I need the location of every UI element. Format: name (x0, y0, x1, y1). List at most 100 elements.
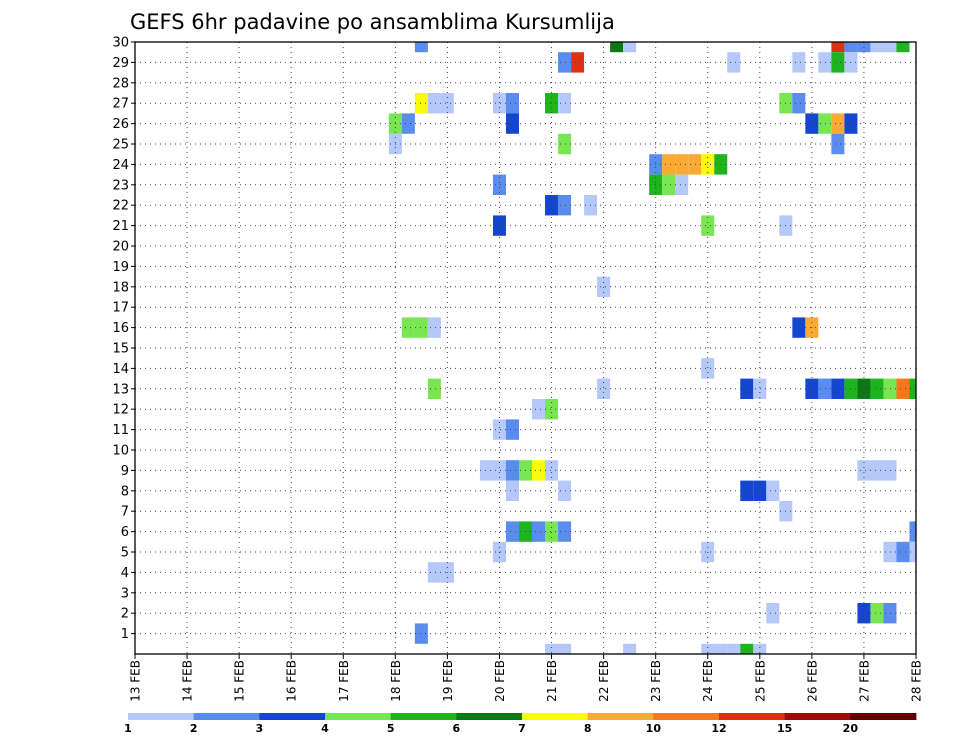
colorbar-label: 3 (256, 722, 264, 735)
heatmap-cell (909, 378, 916, 399)
heatmap-cell (558, 195, 572, 216)
heatmap-cell (545, 93, 559, 114)
y-tick-label: 5 (121, 546, 129, 561)
heatmap-cell (870, 378, 884, 399)
heatmap-cell (896, 42, 910, 53)
y-tick-label: 30 (112, 36, 129, 51)
heatmap-cell (857, 378, 871, 399)
colorbar-swatch (784, 713, 851, 720)
heatmap-cell (558, 52, 572, 73)
heatmap-cell (896, 541, 910, 563)
x-tick-label: 24 FEB (701, 660, 715, 702)
heatmap-cell (532, 521, 546, 542)
x-tick-label: 13 FEB (129, 660, 143, 702)
heatmap-cell (818, 52, 832, 73)
heatmap-cell (727, 52, 741, 73)
heatmap-cell (545, 643, 559, 654)
colorbar-label: 7 (518, 722, 526, 735)
colorbar-swatch (193, 713, 260, 720)
heatmap-cell (505, 460, 519, 481)
colorbar-label: 5 (387, 722, 395, 735)
heatmap-cell (662, 154, 676, 175)
heatmap-cell (414, 317, 428, 338)
heatmap-cell (701, 154, 715, 175)
y-tick-label: 16 (112, 321, 129, 336)
heatmap-cell (740, 643, 754, 654)
heatmap-cell (727, 643, 741, 654)
x-tick-label: 15 FEB (233, 660, 247, 702)
y-tick-label: 9 (121, 464, 129, 479)
y-tick-label: 25 (112, 138, 129, 153)
colorbar-label: 10 (646, 722, 662, 735)
heatmap-cell (883, 603, 897, 624)
heatmap-cell (558, 480, 572, 501)
y-tick-label: 1 (121, 627, 129, 642)
heatmap-cell (532, 460, 546, 481)
colorbar-legend: 1 2 3 4 5 6 7 8 10 12 15 20 (124, 713, 917, 735)
heatmap-cell (545, 460, 559, 481)
x-tick-label: 19 FEB (441, 660, 455, 702)
heatmap-cell (753, 643, 767, 654)
x-tick-label: 16 FEB (285, 660, 299, 702)
heatmap-cell (701, 215, 715, 236)
heatmap-cell (753, 378, 767, 399)
heatmap-cell (505, 113, 519, 134)
heatmap-cell (414, 93, 428, 114)
heatmap-cell (414, 623, 428, 644)
x-tick-label: 21 FEB (545, 660, 559, 702)
heatmap-cell (792, 52, 806, 73)
y-tick-label: 8 (121, 484, 129, 499)
heatmap-cell (831, 42, 845, 53)
colorbar-swatch (522, 713, 589, 720)
colorbar-swatch (587, 713, 654, 720)
heatmap-cell (610, 42, 624, 53)
heatmap-cell (623, 643, 637, 654)
heatmap-cell (766, 480, 780, 501)
heatmap-cell (505, 480, 519, 501)
x-tick-label: 18 FEB (389, 660, 403, 702)
heatmap-cell (532, 399, 546, 420)
heatmap-cell (883, 541, 897, 563)
heatmap-cell (805, 378, 819, 399)
y-tick-label: 22 (112, 199, 129, 214)
y-tick-label: 6 (121, 525, 129, 540)
grid-lines (135, 42, 916, 654)
heatmap-cell (479, 460, 493, 481)
y-tick-label: 14 (112, 362, 129, 377)
heatmap-cell (492, 215, 506, 236)
heatmap-cell (740, 378, 754, 399)
y-tick-label: 12 (112, 403, 129, 418)
heatmap-cell (440, 93, 454, 114)
colorbar-label: 20 (843, 722, 859, 735)
heatmap-cell (558, 133, 572, 155)
heatmap-cells (388, 42, 916, 654)
heatmap-cell (688, 154, 702, 175)
heatmap-cell (427, 562, 441, 583)
colorbar-label: 2 (190, 722, 198, 735)
colorbar-label: 1 (124, 722, 132, 735)
colorbar-label: 15 (777, 722, 792, 735)
heatmap-cell (623, 42, 637, 53)
heatmap-cell (492, 460, 506, 481)
heatmap-cell (675, 154, 689, 175)
y-tick-label: 26 (112, 117, 129, 132)
heatmap-cell (870, 603, 884, 624)
heatmap-cell (818, 378, 832, 399)
y-tick-label: 13 (112, 382, 129, 397)
heatmap-cell (844, 42, 858, 53)
colorbar-label: 6 (453, 722, 461, 735)
heatmap-cell (675, 174, 689, 195)
heatmap-cell (427, 93, 441, 114)
x-axis: 13 FEB 14 FEB 15 FEB 16 FEB 17 FEB 18 FEB 19 F… (129, 654, 924, 702)
heatmap-cell (805, 113, 819, 134)
colorbar-swatch (259, 713, 326, 720)
y-tick-label: 27 (112, 97, 129, 112)
heatmap-cell (505, 93, 519, 114)
heatmap-cell (597, 378, 611, 399)
colorbar-label: 4 (321, 722, 329, 735)
heatmap-cell (701, 643, 715, 654)
heatmap-cell (558, 521, 572, 542)
heatmap-cell (505, 521, 519, 542)
heatmap-cell (909, 521, 916, 542)
y-tick-label: 7 (121, 505, 129, 520)
